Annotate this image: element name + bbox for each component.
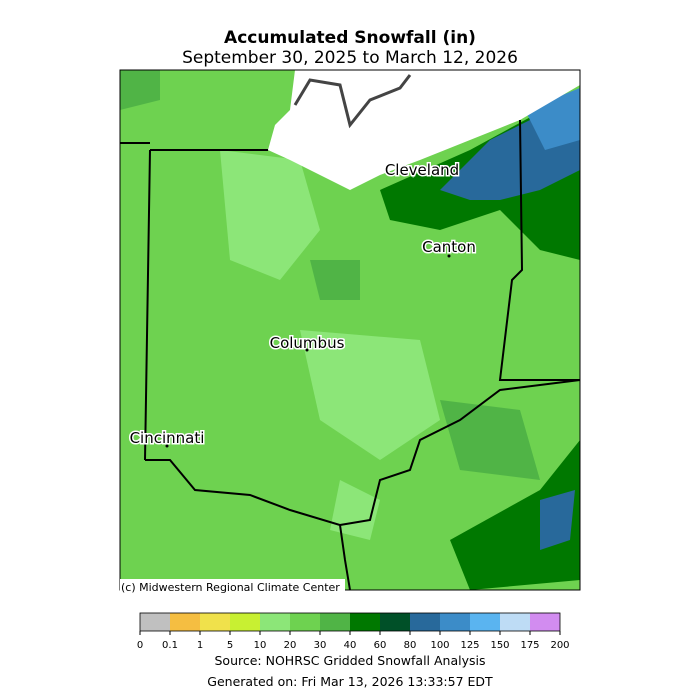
state-borders (120, 119, 581, 591)
map-frame (119, 69, 581, 591)
colorbar-segment (530, 613, 560, 631)
colorbar-tick-label: 150 (490, 640, 509, 651)
source: Source: NOHRSC Gridded Snowfall Analysis (214, 653, 485, 668)
colorbar-tick-label: 200 (550, 640, 569, 651)
subtitle: September 30, 2025 to March 12, 2026 (182, 48, 518, 68)
colorbar-tick-label: 60 (374, 640, 387, 651)
generated: Generated on: Fri Mar 13, 2026 13:33:57 … (207, 674, 493, 689)
colorbar-tick-label: 5 (227, 640, 233, 651)
city-dot (305, 348, 309, 352)
title: Accumulated Snowfall (in) (224, 28, 476, 48)
dark-area (380, 90, 580, 590)
city-dot (165, 444, 169, 448)
colorbar-segment (170, 613, 200, 631)
colorbar-segment (410, 613, 440, 631)
light-area (220, 150, 440, 540)
light-blue-area (525, 88, 580, 150)
colorbar-tick-label: 0.1 (162, 640, 178, 651)
colorbar-tick-label: 125 (460, 640, 479, 651)
colorbar-tick-label: 100 (430, 640, 449, 651)
city-dot (447, 254, 451, 258)
border-canada (293, 74, 412, 129)
colorbar-segment (260, 613, 290, 631)
colorbar-segment (380, 613, 410, 631)
map: Cleveland Canton Columbus Cincinnati (c)… (119, 69, 581, 594)
colorbar-tick-label: 175 (520, 640, 539, 651)
lake (268, 70, 580, 190)
credit-bg (120, 579, 345, 592)
city-label: Cleveland (385, 161, 459, 179)
city-label: Canton (422, 238, 476, 256)
colorbar-segment (470, 613, 500, 631)
colorbar-segment (200, 613, 230, 631)
colorbar-tick-label: 0 (137, 640, 143, 651)
colorbar-tick-label: 80 (404, 640, 417, 651)
colorbar-tick-label: 20 (284, 640, 297, 651)
mid-area (120, 70, 540, 480)
colorbar-segment (290, 613, 320, 631)
credit: (c) Midwestern Regional Climate Center (121, 581, 340, 594)
colorbar-segment (140, 613, 170, 631)
colorbar-segment (350, 613, 380, 631)
colorbar: 0 0.1 1 5 10 20 30 40 60 80 100 125 150 175 200 (137, 612, 570, 651)
city-label: Cincinnati (130, 429, 205, 447)
colorbar-segment (500, 613, 530, 631)
colorbar-tick-label: 30 (314, 640, 327, 651)
colorbar-tick-label: 1 (197, 640, 203, 651)
colorbar-tick-label: 10 (254, 640, 267, 651)
colorbar-segment (230, 613, 260, 631)
colorbar-segment (440, 613, 470, 631)
city-label: Columbus (270, 334, 345, 352)
colorbar-segment (320, 613, 350, 631)
colorbar-tick-label: 40 (344, 640, 357, 651)
